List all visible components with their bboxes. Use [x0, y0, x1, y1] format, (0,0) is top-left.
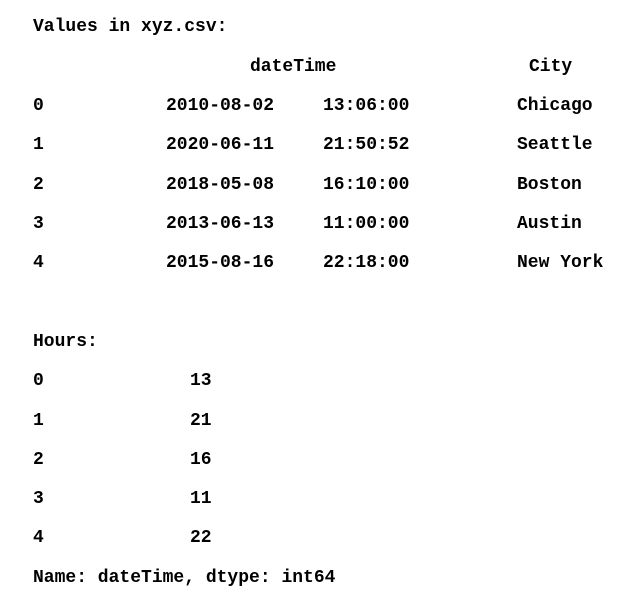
row-index: 0 — [33, 96, 44, 116]
row-index: 1 — [33, 135, 44, 155]
output-title: Values in xyz.csv: — [33, 17, 228, 37]
row-date: 2020-06-11 — [166, 135, 275, 155]
row-city: Seattle — [517, 135, 593, 155]
column-header-datetime: dateTime — [250, 57, 337, 77]
row-index: 4 — [33, 253, 44, 273]
row-city: Chicago — [517, 96, 593, 116]
row-date: 2015-08-16 — [166, 253, 275, 273]
row-city: Austin — [517, 214, 582, 234]
hours-value: 11 — [190, 489, 212, 509]
row-date: 2010-08-02 — [166, 96, 275, 116]
hours-value: 21 — [190, 411, 212, 431]
row-time: 16:10:00 — [323, 175, 410, 195]
row-index: 2 — [33, 175, 44, 195]
row-index: 3 — [33, 214, 44, 234]
row-date: 2018-05-08 — [166, 175, 275, 195]
hours-value: 22 — [190, 528, 212, 548]
hours-index: 2 — [33, 450, 44, 470]
row-date: 2013-06-13 — [166, 214, 275, 234]
row-city: Boston — [517, 175, 582, 195]
column-header-city: City — [529, 57, 573, 77]
hours-index: 3 — [33, 489, 44, 509]
series-footer: Name: dateTime, dtype: int64 — [33, 568, 336, 588]
hours-index: 0 — [33, 371, 44, 391]
row-city: New York — [517, 253, 604, 273]
row-time: 22:18:00 — [323, 253, 410, 273]
hours-label: Hours: — [33, 332, 98, 352]
hours-value: 13 — [190, 371, 212, 391]
row-time: 11:00:00 — [323, 214, 410, 234]
hours-index: 1 — [33, 411, 44, 431]
hours-value: 16 — [190, 450, 212, 470]
row-time: 13:06:00 — [323, 96, 410, 116]
hours-index: 4 — [33, 528, 44, 548]
row-time: 21:50:52 — [323, 135, 410, 155]
